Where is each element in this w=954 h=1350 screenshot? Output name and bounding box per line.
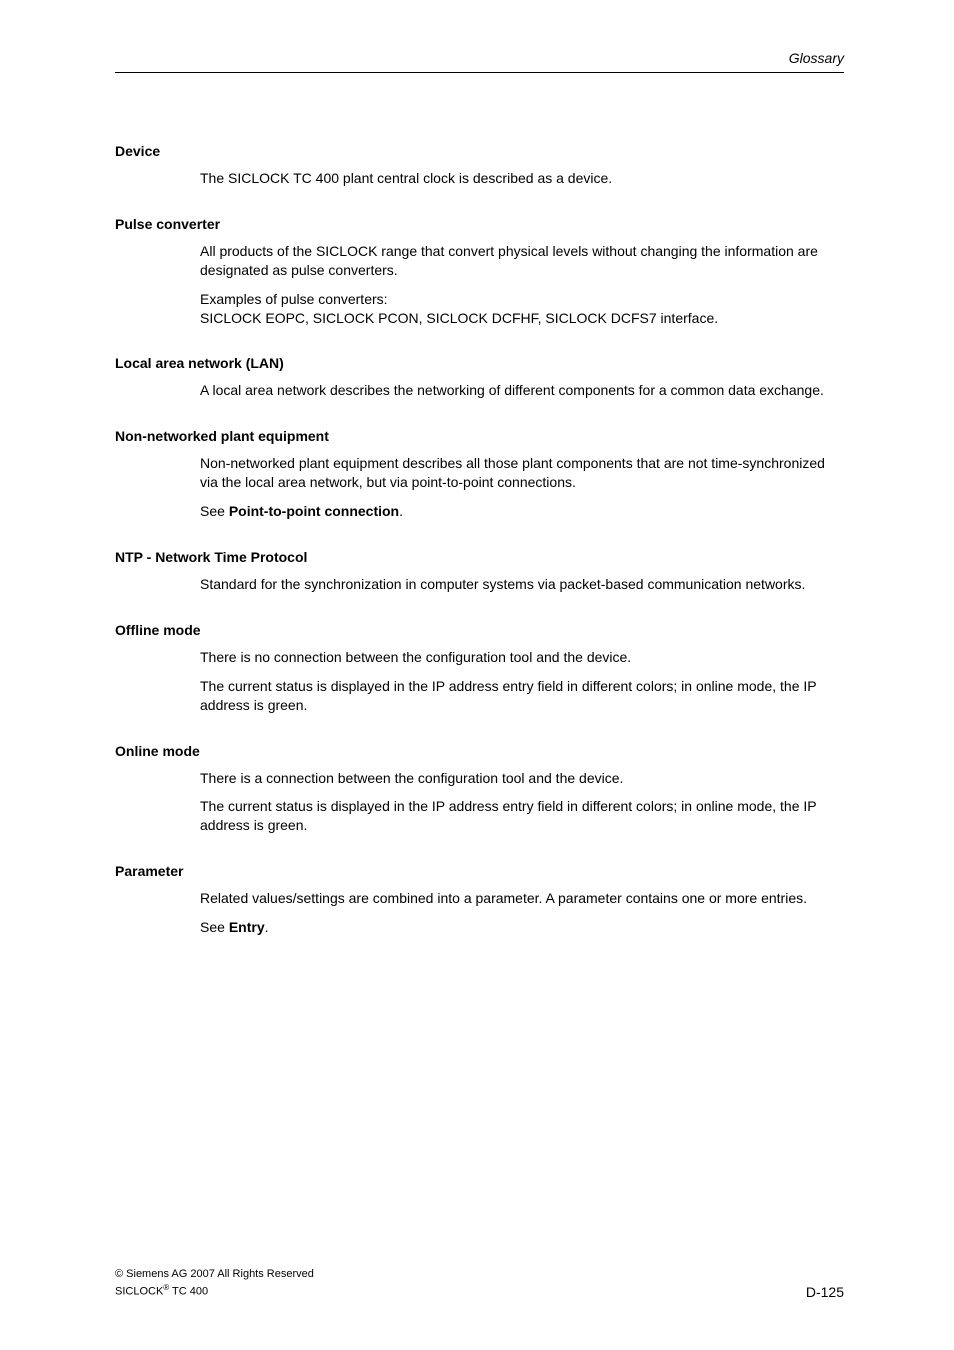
glossary-entry: Pulse converter All products of the SICLO…: [115, 216, 844, 328]
glossary-term: Online mode: [115, 743, 844, 759]
page-number: D-125: [806, 1284, 844, 1300]
definition-paragraph: See Point-to-point connection.: [200, 502, 844, 521]
header-title: Glossary: [115, 50, 844, 66]
definition-paragraph: The current status is displayed in the I…: [200, 797, 844, 835]
glossary-term: Device: [115, 143, 844, 159]
glossary-entry: Parameter Related values/settings are com…: [115, 863, 844, 937]
definition-paragraph: A local area network describes the netwo…: [200, 381, 844, 400]
glossary-entries: Device The SICLOCK TC 400 plant central c…: [115, 143, 844, 937]
definition-paragraph: There is no connection between the confi…: [200, 648, 844, 667]
glossary-definition: A local area network describes the netwo…: [200, 381, 844, 400]
definition-paragraph: Standard for the synchronization in comp…: [200, 575, 844, 594]
glossary-term: Non-networked plant equipment: [115, 428, 844, 444]
footer-left: © Siemens AG 2007 All Rights Reserved SI…: [115, 1267, 314, 1300]
glossary-term: Parameter: [115, 863, 844, 879]
definition-paragraph: Related values/settings are combined int…: [200, 889, 844, 908]
glossary-definition: There is no connection between the confi…: [200, 648, 844, 715]
definition-paragraph: Non-networked plant equipment describes …: [200, 454, 844, 492]
glossary-entry: Local area network (LAN) A local area net…: [115, 355, 844, 400]
page-footer: © Siemens AG 2007 All Rights Reserved SI…: [115, 1267, 844, 1300]
glossary-term: NTP - Network Time Protocol: [115, 549, 844, 565]
copyright-text: © Siemens AG 2007 All Rights Reserved: [115, 1267, 314, 1282]
product-text: SICLOCK® TC 400: [115, 1282, 314, 1300]
glossary-definition: The SICLOCK TC 400 plant central clock i…: [200, 169, 844, 188]
definition-paragraph: Examples of pulse converters:SICLOCK EOP…: [200, 290, 844, 328]
page-header: Glossary: [115, 50, 844, 73]
glossary-definition: There is a connection between the config…: [200, 769, 844, 836]
glossary-definition: All products of the SICLOCK range that c…: [200, 242, 844, 328]
definition-paragraph: There is a connection between the config…: [200, 769, 844, 788]
glossary-entry: Online mode There is a connection between…: [115, 743, 844, 836]
glossary-definition: Related values/settings are combined int…: [200, 889, 844, 937]
glossary-entry: Non-networked plant equipment Non-network…: [115, 428, 844, 521]
glossary-term: Offline mode: [115, 622, 844, 638]
glossary-term: Local area network (LAN): [115, 355, 844, 371]
definition-paragraph: All products of the SICLOCK range that c…: [200, 242, 844, 280]
glossary-entry: NTP - Network Time Protocol Standard for …: [115, 549, 844, 594]
definition-paragraph: The current status is displayed in the I…: [200, 677, 844, 715]
definition-paragraph: The SICLOCK TC 400 plant central clock i…: [200, 169, 844, 188]
glossary-definition: Non-networked plant equipment describes …: [200, 454, 844, 521]
definition-paragraph: See Entry.: [200, 918, 844, 937]
glossary-definition: Standard for the synchronization in comp…: [200, 575, 844, 594]
glossary-term: Pulse converter: [115, 216, 844, 232]
glossary-entry: Device The SICLOCK TC 400 plant central c…: [115, 143, 844, 188]
glossary-entry: Offline mode There is no connection betwe…: [115, 622, 844, 715]
